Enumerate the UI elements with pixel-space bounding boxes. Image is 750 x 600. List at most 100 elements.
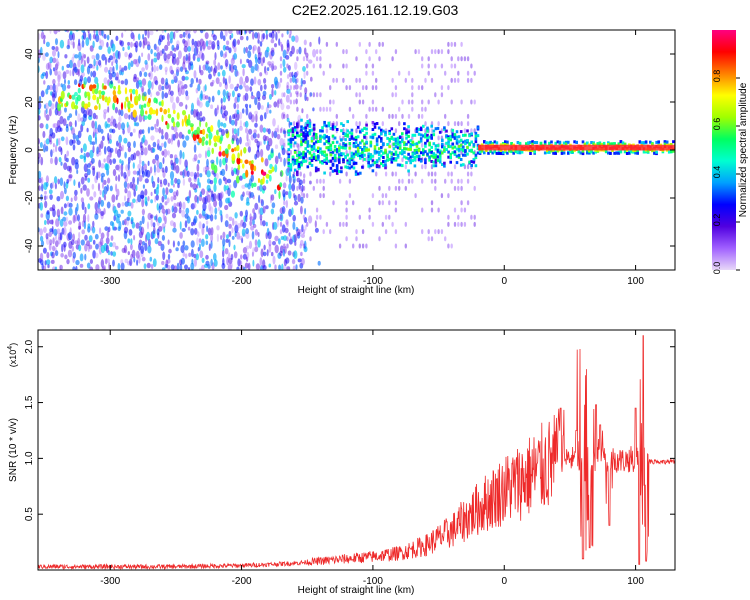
heatmap-cell <box>113 209 119 217</box>
heatmap-cell <box>211 30 214 35</box>
heatmap-cell <box>303 39 307 46</box>
heatmap-cell <box>309 92 312 98</box>
heatmap-cell <box>175 96 180 104</box>
heatmap-cell <box>278 38 281 46</box>
heatmap-cell <box>159 179 163 184</box>
heatmap-cell <box>242 191 245 197</box>
heatmap-cell <box>141 104 144 110</box>
heatmap-cell <box>125 164 129 172</box>
heatmap-cell <box>457 56 460 62</box>
heatmap-cell <box>386 143 389 146</box>
heatmap-cell <box>155 91 160 96</box>
heatmap-cell <box>575 140 578 144</box>
heatmap-cell <box>52 148 55 154</box>
heatmap-cell <box>409 142 412 146</box>
heatmap-cell <box>132 176 136 184</box>
heatmap-cell <box>380 132 383 136</box>
heatmap-cell <box>84 206 87 215</box>
heatmap-cell <box>141 256 146 262</box>
heatmap-cell <box>340 152 343 156</box>
heatmap-cell <box>548 141 551 145</box>
heatmap-cell <box>396 142 400 146</box>
heatmap-cell <box>323 133 326 137</box>
heatmap-cell <box>449 156 452 159</box>
heatmap-cell <box>86 188 90 197</box>
heatmap-cell <box>546 150 549 154</box>
heatmap-cell <box>147 30 150 39</box>
heatmap-cell <box>127 146 132 153</box>
heatmap-cell <box>128 52 133 59</box>
heatmap-cell <box>338 158 341 162</box>
heatmap-cell <box>434 185 437 191</box>
heatmap-cell <box>54 182 58 190</box>
heatmap-cell <box>485 141 488 145</box>
heatmap-cell <box>473 70 476 76</box>
heatmap-cell <box>246 35 249 41</box>
heatmap-cell <box>302 139 305 143</box>
heatmap-cell <box>167 182 170 187</box>
x-tick-label: -200 <box>232 276 252 287</box>
heatmap-cell <box>409 146 412 150</box>
heatmap-cell <box>257 32 260 41</box>
heatmap-cell <box>111 128 116 134</box>
heatmap-cell <box>227 187 231 197</box>
heatmap-cell <box>473 99 476 105</box>
heatmap-cell <box>365 63 368 69</box>
heatmap-cell <box>191 42 195 52</box>
heatmap-cell <box>165 78 169 86</box>
heatmap-cell <box>359 130 362 134</box>
heatmap-cell <box>371 121 375 124</box>
heatmap-cell <box>68 174 73 179</box>
heatmap-cell <box>39 202 43 211</box>
heatmap-cell <box>293 168 297 172</box>
heatmap-cell <box>167 239 170 245</box>
heatmap-cell <box>99 227 102 235</box>
heatmap-cell <box>209 180 214 185</box>
heatmap-cell <box>285 191 289 196</box>
heatmap-cell <box>369 144 373 148</box>
heatmap-cell <box>61 65 64 71</box>
heatmap-cell <box>300 196 304 204</box>
heatmap-cell <box>138 104 142 110</box>
heatmap-cell <box>222 122 227 128</box>
heatmap-cell <box>394 150 398 154</box>
heatmap-cell <box>71 127 75 135</box>
heatmap-cell <box>117 213 121 218</box>
heatmap-cell <box>142 184 145 189</box>
heatmap-cell <box>342 146 345 150</box>
heatmap-cell <box>407 134 410 138</box>
heatmap-cell <box>306 142 310 146</box>
heatmap-cell <box>179 221 182 230</box>
heatmap-cell <box>434 92 437 98</box>
heatmap-cell <box>280 126 283 132</box>
heatmap-cell <box>204 195 208 205</box>
heatmap-cell <box>457 185 460 191</box>
heatmap-cell <box>134 95 139 104</box>
heatmap-cell <box>255 149 260 158</box>
heatmap-cell <box>558 140 562 144</box>
heatmap-cell <box>405 136 408 140</box>
heatmap-cell <box>214 207 218 215</box>
heatmap-cell <box>54 63 59 71</box>
heatmap-cell <box>88 134 92 142</box>
heatmap-cell <box>365 131 368 135</box>
heatmap-cell <box>424 121 427 127</box>
heatmap-cell <box>371 169 375 173</box>
heatmap-cell <box>254 110 258 115</box>
heatmap-cell <box>407 113 411 119</box>
heatmap-cell <box>91 165 96 171</box>
heatmap-cell <box>86 127 89 133</box>
heatmap-cell <box>230 190 235 198</box>
heatmap-cell <box>169 65 173 74</box>
heatmap-cell <box>426 127 429 131</box>
heatmap-cell <box>394 152 398 156</box>
heatmap-cell <box>394 49 398 55</box>
heatmap-cell <box>590 141 593 144</box>
heatmap-cell <box>208 243 211 251</box>
heatmap-cell <box>293 200 299 206</box>
heatmap-cell <box>109 66 113 73</box>
heatmap-cell <box>113 215 116 222</box>
heatmap-cell <box>317 167 320 171</box>
heatmap-cell <box>296 185 299 191</box>
heatmap-cell <box>419 151 423 155</box>
